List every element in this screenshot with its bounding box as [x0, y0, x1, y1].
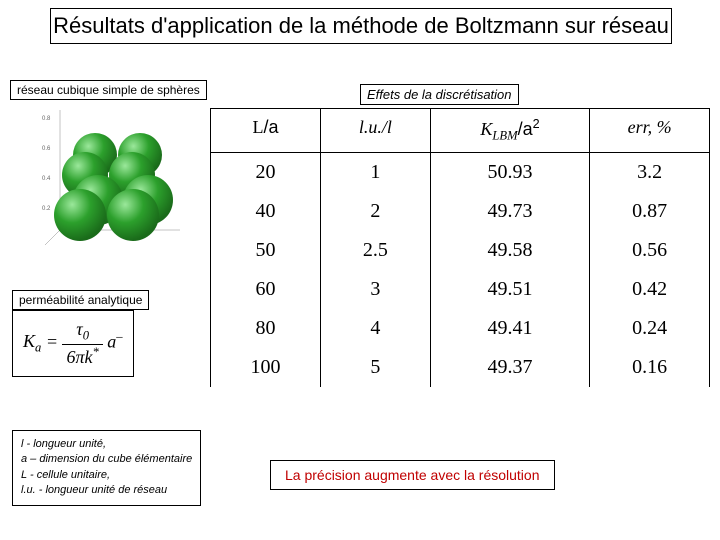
- formula-lhs: Ka: [23, 331, 41, 351]
- legend-line: l - longueur unité,: [21, 437, 192, 452]
- legend-line: l.u. - longueur unité de réseau: [21, 483, 192, 498]
- table-cell: 4: [320, 309, 430, 348]
- svg-text:0.8: 0.8: [42, 116, 51, 122]
- page-title: Résultats d'application de la méthode de…: [50, 8, 672, 44]
- col-header-L: L/a: [210, 109, 320, 152]
- table-cell: 49.58: [430, 231, 589, 270]
- table-cell: 50: [210, 231, 320, 270]
- table-header: L/a l.u./l KLBM/a2 err, %: [210, 108, 710, 153]
- table-cell: 49.37: [430, 348, 589, 387]
- table-cell: 2: [320, 192, 430, 231]
- col-header-lu: l.u./l: [320, 109, 430, 152]
- table-row: 40249.730.87: [210, 192, 710, 231]
- legend-line: a – dimension du cube élémentaire: [21, 452, 192, 467]
- table-cell: 49.41: [430, 309, 589, 348]
- table-cell: 0.42: [589, 270, 710, 309]
- col-header-K: KLBM/a2: [430, 109, 589, 152]
- spheres-diagram: 0.8 0.6 0.4 0.2: [40, 100, 190, 250]
- table-cell: 0.24: [589, 309, 710, 348]
- table-cell: 50.93: [430, 153, 589, 192]
- legend-box: l - longueur unité, a – dimension du cub…: [12, 430, 201, 506]
- results-table: L/a l.u./l KLBM/a2 err, % 20150.933.2402…: [210, 108, 710, 387]
- col-header-err: err, %: [589, 109, 710, 152]
- conclusion: La précision augmente avec la résolution: [270, 460, 555, 490]
- table-cell: 20: [210, 153, 320, 192]
- table-cell: 3.2: [589, 153, 710, 192]
- table-cell: 0.87: [589, 192, 710, 231]
- svg-text:0.4: 0.4: [42, 176, 51, 182]
- permeability-formula: Ka = τ0 6πk* a–: [12, 310, 134, 377]
- table-cell: 100: [210, 348, 320, 387]
- table-row: 60349.510.42: [210, 270, 710, 309]
- table-cell: 40: [210, 192, 320, 231]
- table-cell: 3: [320, 270, 430, 309]
- table-row: 100549.370.16: [210, 348, 710, 387]
- svg-text:0.2: 0.2: [42, 206, 51, 212]
- permeability-label: perméabilité analytique: [12, 290, 149, 310]
- table-cell: 2.5: [320, 231, 430, 270]
- spheres-label: réseau cubique simple de sphères: [10, 80, 207, 100]
- legend-line: L - cellule unitaire,: [21, 468, 192, 483]
- table-cell: 0.16: [589, 348, 710, 387]
- table-cell: 49.51: [430, 270, 589, 309]
- table-cell: 0.56: [589, 231, 710, 270]
- table-row: 502.549.580.56: [210, 231, 710, 270]
- effects-label: Effets de la discrétisation: [360, 84, 519, 105]
- table-cell: 1: [320, 153, 430, 192]
- table-cell: 80: [210, 309, 320, 348]
- table-row: 20150.933.2: [210, 153, 710, 192]
- svg-text:0.6: 0.6: [42, 146, 51, 152]
- table-cell: 60: [210, 270, 320, 309]
- table-cell: 5: [320, 348, 430, 387]
- table-row: 80449.410.24: [210, 309, 710, 348]
- table-cell: 49.73: [430, 192, 589, 231]
- formula-fraction: τ0 6πk*: [62, 319, 102, 368]
